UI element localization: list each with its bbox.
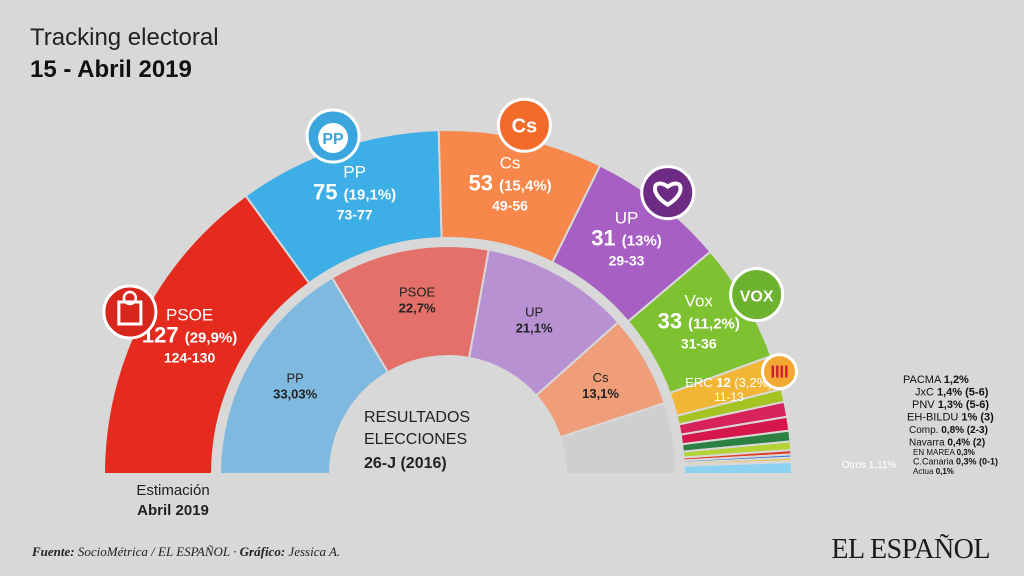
chart-subtitle: 15 - Abril 2019 — [30, 56, 192, 83]
others-label: Otros 1,11% — [842, 460, 897, 471]
logo-text: VOX — [740, 289, 774, 306]
logo-psoe-icon — [102, 284, 158, 340]
estimate-label-range: 49-56 — [492, 198, 528, 214]
estimate-label-seats: 53 (15,4%) — [468, 171, 551, 196]
up-heart-icon — [653, 181, 683, 207]
results-label-line2: ELECCIONES — [364, 431, 468, 448]
small-party-label: C.Canaria 0,3% (0-1) — [913, 457, 998, 467]
credit-text: Jessica A. — [288, 544, 341, 559]
small-party-label: Navarra 0,4% (2) — [909, 438, 985, 449]
source-text: SocioMétrica / EL ESPAÑOL — [77, 544, 230, 559]
logo-cs-icon — [496, 97, 552, 153]
small-party-label: EN MAREA 0,3% — [913, 448, 975, 457]
logo-vox-icon — [729, 267, 785, 323]
result-label-party: PSOE — [399, 285, 435, 300]
estimate-label-erc: ERC 12 (3,2%) — [685, 375, 772, 390]
result-label-party: Cs — [593, 370, 609, 385]
credit-label: Gráfico: — [239, 544, 286, 559]
result-label-party: UP — [525, 305, 543, 320]
results-label-line1: RESULTADOS — [364, 409, 471, 426]
estimate-label-party: Vox — [685, 291, 714, 310]
logo-text: Cs — [512, 115, 538, 137]
chart-title: Tracking electoral — [30, 24, 219, 51]
estimate-label-line1: Estimación — [136, 482, 210, 499]
estimate-label-range: 31-36 — [681, 335, 717, 351]
psoe-rose-icon — [122, 290, 138, 306]
estimate-label-range: 124-130 — [164, 349, 216, 365]
erc-stripe — [785, 365, 788, 378]
estimate-range-erc: 11-13 — [714, 390, 744, 404]
small-party-label: Comp. 0,8% (2-3) — [909, 425, 988, 436]
result-label-share: 21,1% — [516, 321, 553, 336]
psoe-fist-icon — [117, 300, 143, 326]
estimate-label-seats: 75 (19,1%) — [313, 179, 396, 204]
erc-stripe — [771, 365, 775, 378]
logo-erc-icon — [761, 353, 799, 391]
pp-logo-text: PP — [322, 131, 344, 148]
segment-otros — [682, 460, 794, 475]
estimate-label-party: UP — [615, 208, 639, 227]
estimate-label-party: PP — [343, 162, 366, 181]
footer-credit: Fuente: SocioMétrica / EL ESPAÑOL · Gráf… — [32, 544, 340, 560]
result-label-share: 13,1% — [582, 386, 619, 401]
erc-stripe — [780, 365, 784, 378]
small-party-label: EH-BILDU 1% (3) — [907, 412, 994, 424]
result-label-share: 22,7% — [399, 301, 436, 316]
brand-logo: EL ESPAÑOL — [831, 534, 990, 565]
logo-up-icon — [640, 165, 696, 221]
pp-logo-inner — [318, 123, 349, 154]
results-label-line3: 26-J (2016) — [364, 455, 447, 472]
estimate-label-range: 29-33 — [609, 252, 645, 268]
estimate-label-party: PSOE — [166, 305, 213, 324]
result-label-share: 33,03% — [273, 387, 318, 402]
source-label: Fuente: — [32, 544, 75, 559]
estimate-label-seats: 31 (13%) — [591, 225, 662, 250]
estimate-label-line2: Abril 2019 — [137, 502, 209, 519]
small-party-label: JxC 1,4% (5-6) — [915, 387, 989, 399]
separator: · — [233, 544, 237, 559]
small-party-label: PACMA 1,2% — [903, 374, 969, 386]
small-party-label: Actua 0,1% — [913, 467, 954, 476]
estimate-label-seats: 33 (11,2%) — [658, 308, 740, 333]
small-party-label: PNV 1,3% (5-6) — [912, 399, 989, 411]
result-segment-otros — [558, 401, 678, 475]
estimate-label-party: Cs — [500, 154, 521, 173]
erc-stripe — [776, 365, 779, 378]
result-segment-pp — [218, 276, 390, 475]
result-label-party: PP — [286, 371, 303, 386]
estimate-label-range: 73-77 — [337, 206, 373, 222]
